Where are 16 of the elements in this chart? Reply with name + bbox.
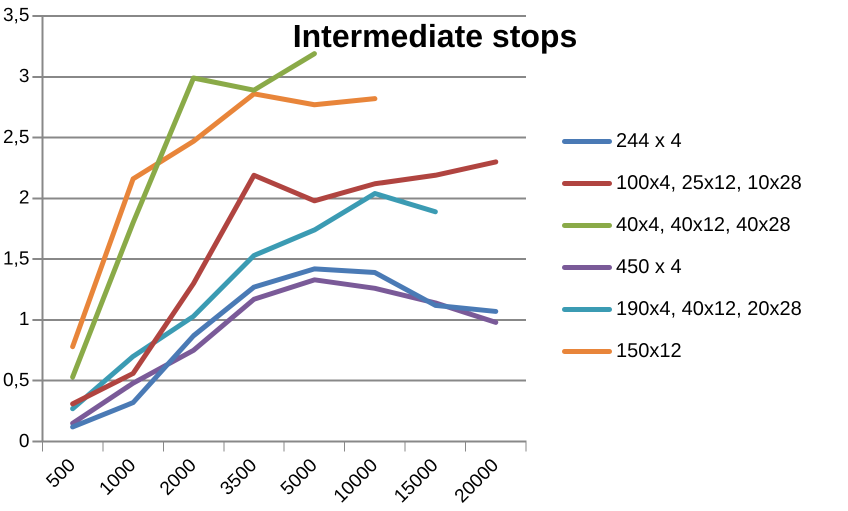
chart-title: Intermediate stops (292, 18, 578, 55)
y-tick-label: 1 (18, 309, 30, 330)
x-tick-label: 500 (42, 454, 80, 492)
y-tick-label: 2,5 (2, 126, 30, 148)
legend-label: 100x4, 25x12, 10x28 (616, 172, 802, 194)
y-tick-label: 0,5 (2, 370, 30, 391)
y-tick-label: 0 (18, 430, 30, 452)
y-tick-label: 1,5 (2, 248, 30, 270)
y-tick-label: 2 (18, 188, 30, 209)
legend-label: 450 x 4 (616, 256, 682, 278)
legend-label: 40x4, 40x12, 40x28 (616, 214, 791, 236)
y-tick-label: 3,5 (2, 5, 30, 26)
legend-label: 150x12 (616, 340, 682, 362)
y-tick-label: 3 (18, 66, 30, 88)
legend-label: 244 x 4 (616, 130, 682, 152)
legend-label: 190x4, 40x12, 20x28 (616, 298, 802, 320)
